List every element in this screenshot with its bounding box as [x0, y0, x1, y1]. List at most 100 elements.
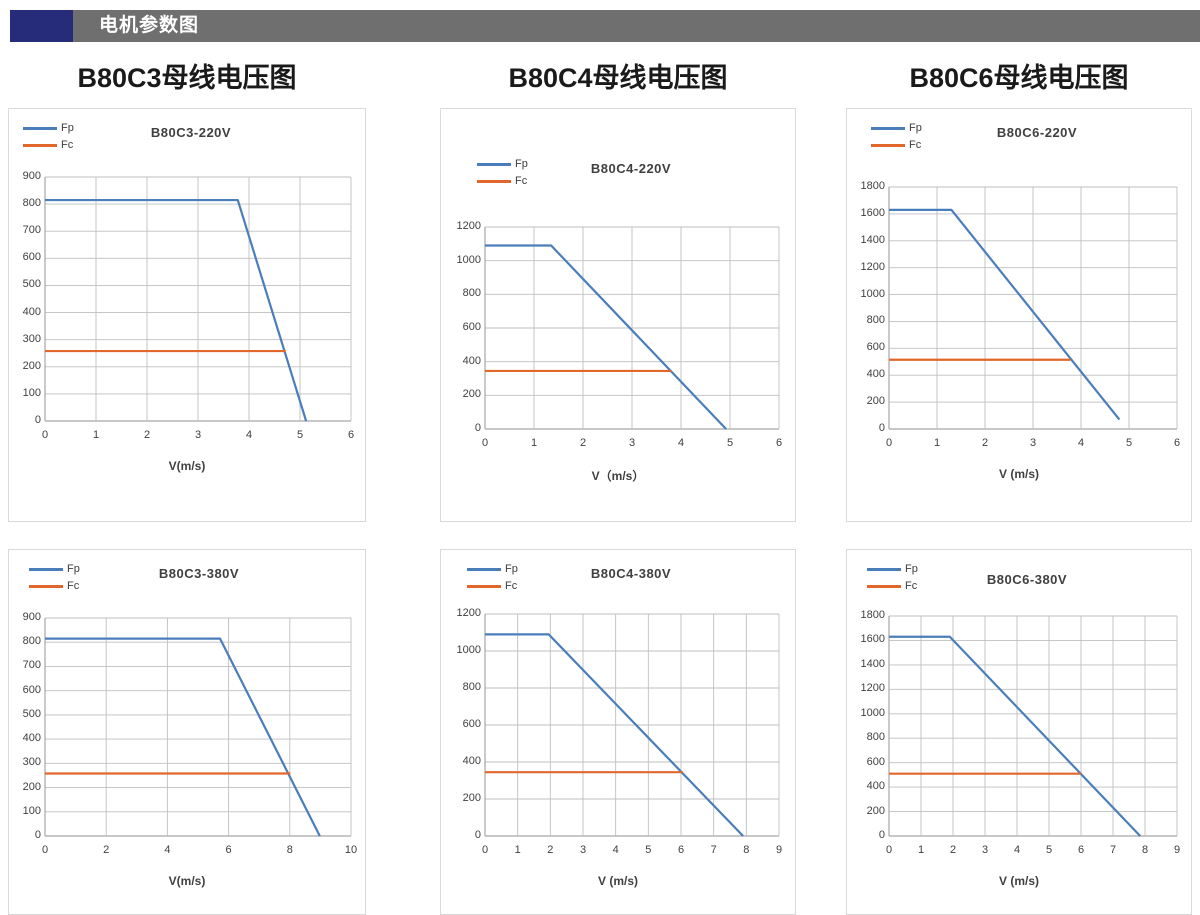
y-axis-tick-label: 1600 [860, 633, 885, 646]
y-axis-tick-label: 800 [866, 731, 885, 744]
y-axis-tick-label: 700 [22, 659, 41, 672]
y-axis-tick-label: 1600 [860, 206, 885, 219]
y-axis-tick-label: 1400 [860, 233, 885, 246]
legend-swatch-fc-icon [23, 143, 57, 147]
legend-label: Fp [505, 562, 518, 575]
plot-canvas-b80c4-220v [484, 226, 780, 430]
plot-title-b80c4-380v: B80C4-380V [590, 566, 672, 581]
y-axis-tick-label: 600 [866, 341, 885, 354]
y-axis-tick-label: 400 [462, 755, 481, 767]
chart-legend-b80c6-220v: Fp Fc [871, 121, 922, 152]
legend-label: Fp [67, 562, 80, 575]
y-axis-tick-label: 200 [462, 388, 481, 401]
x-axis-tick-label: 4 [612, 844, 619, 856]
plot-title-b80c4-220v: B80C4-220V [590, 161, 672, 176]
x-axis-tick-label: 5 [1125, 437, 1133, 449]
x-axis-tick-label: 2 [579, 437, 587, 449]
y-axis-tick-label: 300 [22, 756, 41, 769]
legend-item-fp: Fp [477, 157, 528, 171]
x-axis-tick-label: 5 [645, 844, 652, 856]
y-axis-tick-label: 1000 [456, 253, 481, 266]
y-axis-tick-label: 700 [22, 224, 41, 237]
y-axis-tick-label: 200 [22, 780, 41, 793]
x-axis-tick-label: 8 [1141, 844, 1149, 856]
chart-heading-b80c3-220v: B80C3母线电压图 [77, 63, 297, 93]
legend-label: Fp [61, 121, 74, 134]
legend-label: Fc [909, 138, 922, 151]
x-axis-tick-label: 3 [1029, 437, 1037, 449]
legend-label: Fc [67, 579, 80, 592]
x-axis-tick-label: 4 [1077, 437, 1085, 449]
plot-title-b80c6-380v: B80C6-380V [986, 572, 1068, 587]
y-axis-tick-label: 600 [866, 755, 885, 768]
y-axis-tick-label: 1000 [860, 287, 885, 300]
y-axis-tick-label: 600 [462, 718, 481, 730]
x-axis-tick-label: 0 [481, 437, 489, 449]
legend-label: Fc [515, 174, 528, 187]
plot-title-b80c3-220v: B80C3-220V [150, 125, 232, 140]
x-axis-tick-label: 2 [547, 844, 554, 856]
legend-label: Fp [909, 121, 922, 134]
y-axis-tick-label: 800 [462, 287, 481, 300]
header-accent-block [10, 10, 73, 42]
x-axis-label-b80c6-220v: V (m/s) [998, 467, 1039, 481]
y-axis-tick-label: 200 [462, 792, 481, 804]
x-axis-tick-label: 1 [933, 437, 941, 449]
y-axis-tick-label: 0 [878, 829, 885, 841]
chart-card-b80c6-220v: Fp Fc B80C6-220V 0 200 400 600 800 1000 1200 1400 1… [846, 108, 1192, 522]
chart-heading-b80c6-220v: B80C6母线电压图 [909, 63, 1129, 93]
x-axis-tick-label: 8 [743, 844, 750, 856]
legend-swatch-fp-icon [871, 126, 905, 130]
legend-label: Fc [61, 138, 74, 151]
y-axis-tick-label: 0 [34, 414, 41, 426]
legend-swatch-fp-icon [467, 567, 501, 571]
x-axis-tick-label: 6 [775, 437, 783, 449]
legend-swatch-fp-icon [477, 162, 511, 166]
x-axis-tick-label: 8 [286, 844, 293, 856]
legend-item-fp: Fp [871, 121, 922, 135]
x-axis-tick-label: 2 [949, 844, 957, 856]
legend-swatch-fp-icon [867, 567, 901, 571]
y-axis-tick-label: 300 [22, 332, 41, 345]
x-axis-label-b80c3-380v: V(m/s) [168, 874, 206, 888]
legend-item-fp: Fp [29, 562, 80, 576]
legend-swatch-fc-icon [477, 179, 511, 183]
x-axis-tick-label: 6 [1173, 437, 1181, 449]
legend-swatch-fc-icon [867, 584, 901, 588]
legend-item-fp: Fp [467, 562, 518, 576]
y-axis-tick-label: 1000 [860, 706, 885, 719]
legend-label: Fc [505, 579, 518, 592]
y-axis-tick-label: 400 [462, 354, 481, 367]
legend-item-fc: Fc [867, 579, 918, 593]
x-axis-tick-label: 10 [344, 844, 358, 856]
y-axis-tick-label: 0 [474, 829, 481, 841]
plot-title-b80c3-380v: B80C3-380V [158, 566, 240, 581]
x-axis-tick-label: 1 [92, 429, 100, 441]
x-axis-tick-label: 2 [103, 844, 110, 856]
x-axis-tick-label: 7 [710, 844, 717, 856]
legend-swatch-fp-icon [23, 126, 57, 130]
x-axis-tick-label: 0 [41, 429, 49, 441]
legend-swatch-fc-icon [29, 584, 63, 588]
y-axis-tick-label: 100 [22, 386, 41, 399]
chart-legend-b80c4-380v: Fp Fc [467, 562, 518, 593]
plot-canvas-b80c6-380v [888, 615, 1178, 837]
x-axis-label-b80c4-380v: V (m/s) [597, 874, 638, 888]
legend-item-fc: Fc [477, 174, 528, 188]
legend-swatch-fc-icon [467, 584, 501, 588]
y-axis-tick-label: 200 [866, 804, 885, 817]
legend-item-fp: Fp [23, 121, 74, 135]
legend-item-fp: Fp [867, 562, 918, 576]
plot-canvas-b80c3-380v [44, 617, 352, 837]
y-axis-tick-label: 600 [462, 321, 481, 333]
legend-swatch-fp-icon [29, 567, 63, 571]
x-axis-tick-label: 1 [917, 844, 925, 856]
chart-legend-b80c6-380v: Fp Fc [867, 562, 918, 593]
x-axis-tick-label: 7 [1109, 844, 1117, 856]
chart-card-b80c6-380v: Fp Fc B80C6-380V 0 200 400 600 800 1000 1200 1400 1… [846, 549, 1192, 915]
x-axis-tick-label: 0 [885, 437, 893, 449]
series-line-fp [889, 208, 1121, 421]
x-axis-label-b80c4-220v: V（m/s） [591, 469, 645, 483]
x-axis-tick-label: 0 [481, 844, 489, 856]
